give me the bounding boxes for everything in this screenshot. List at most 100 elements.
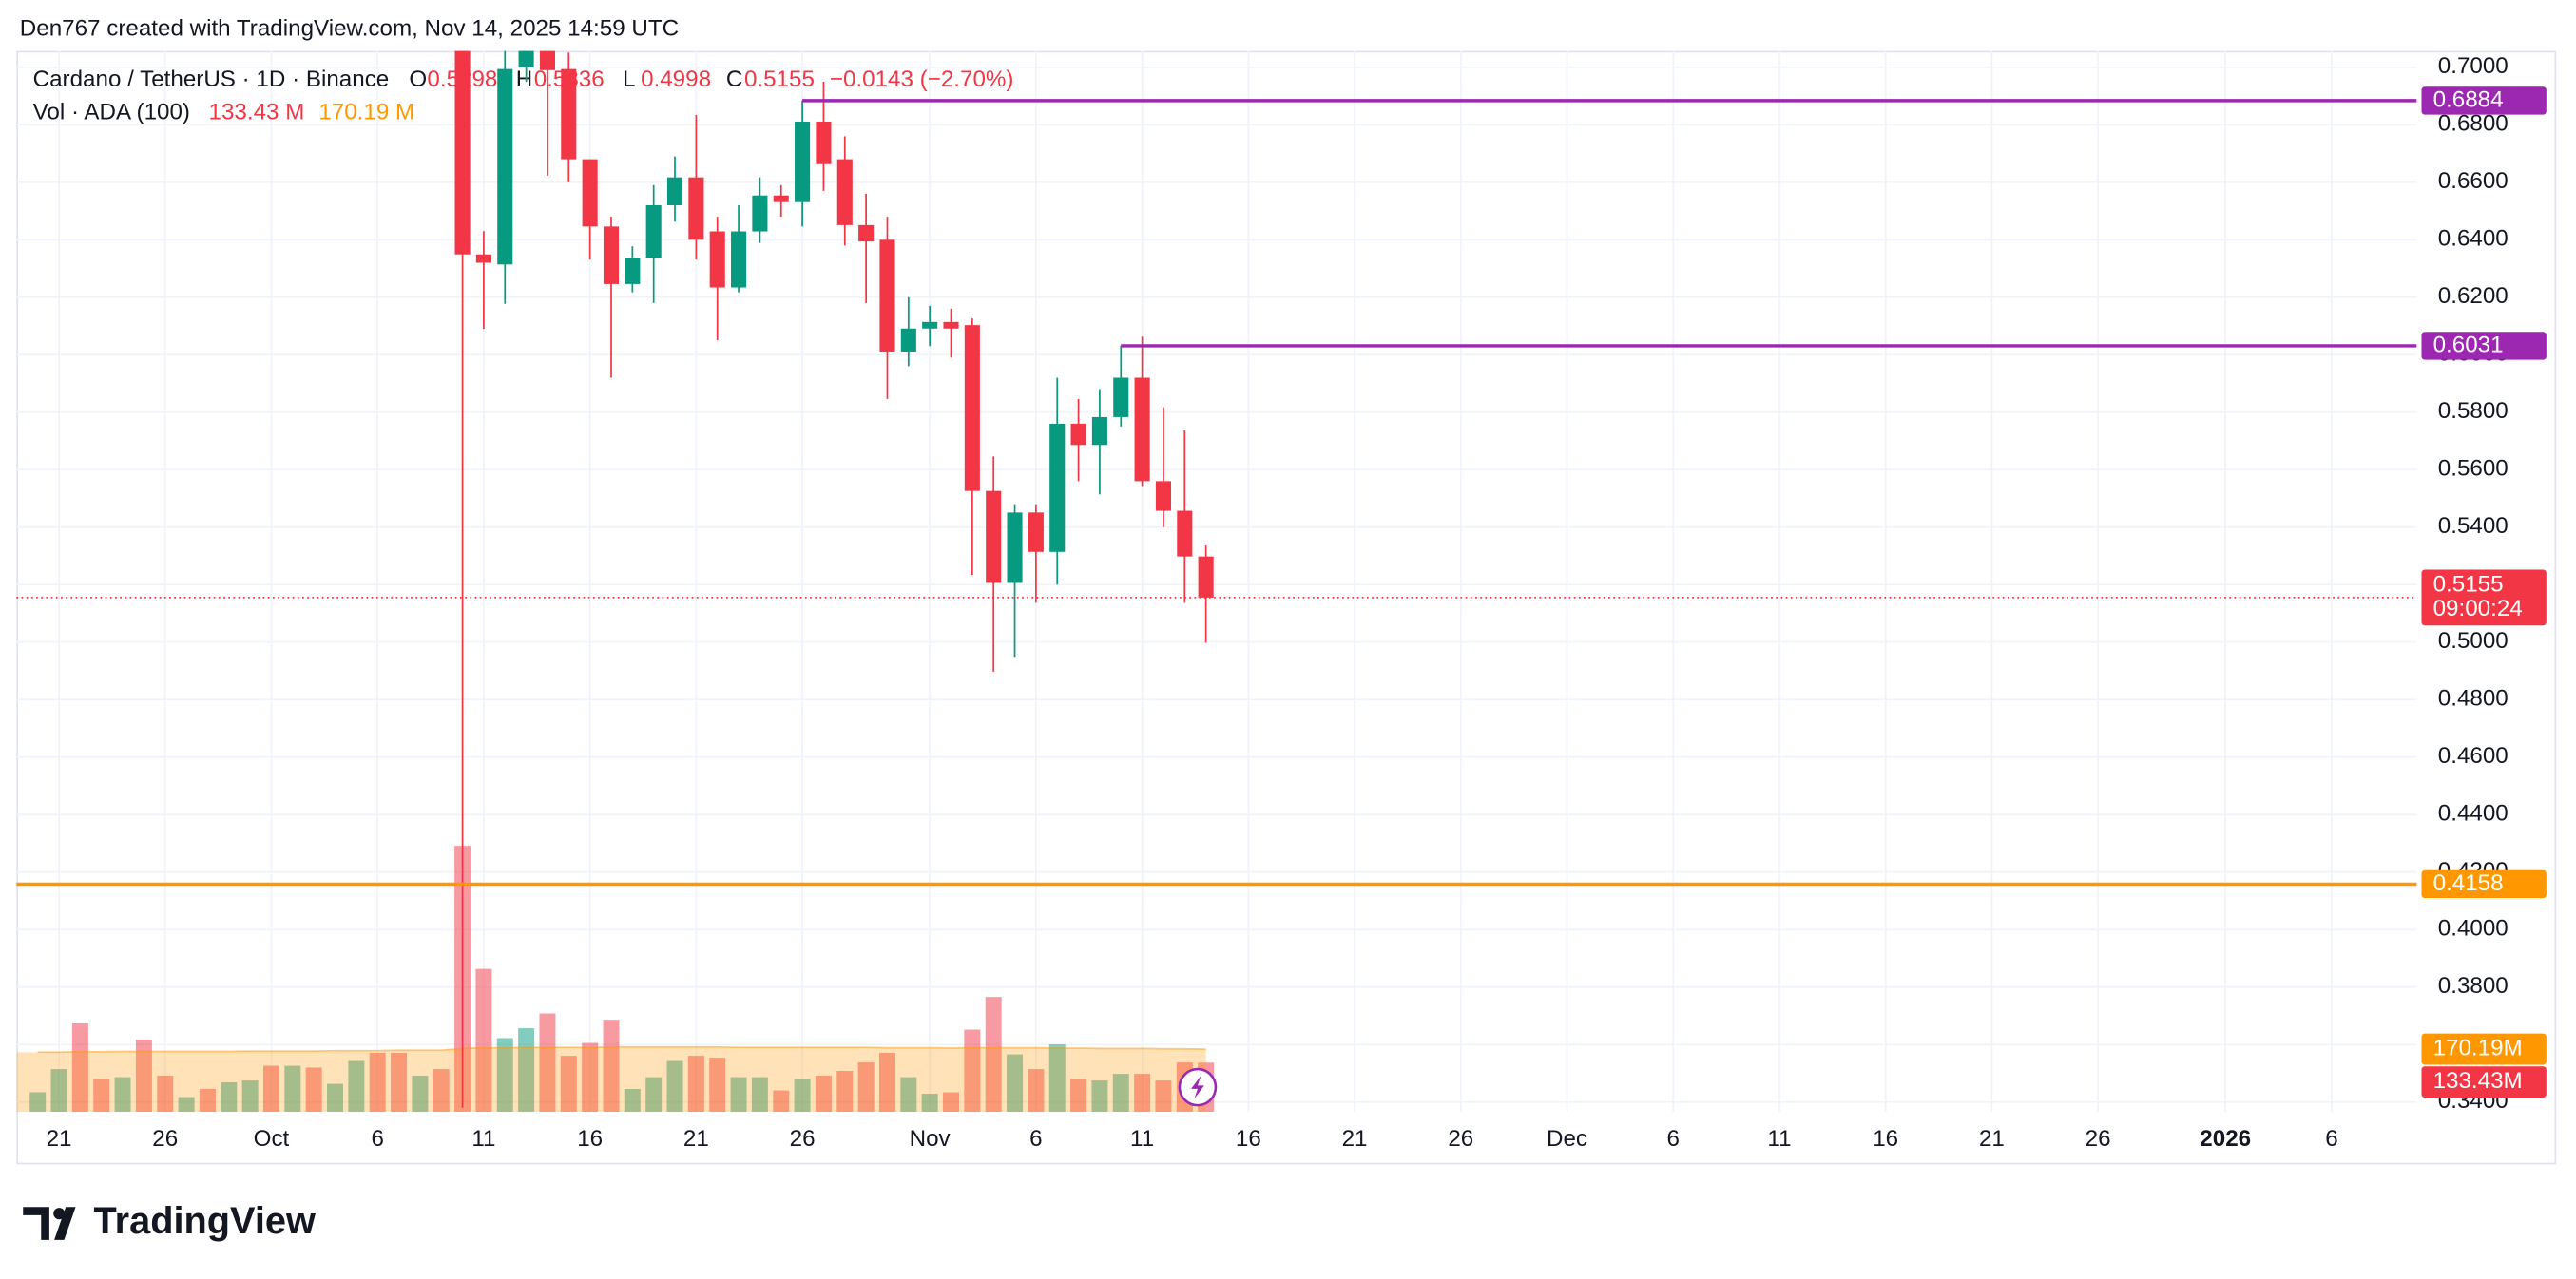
volume-bar <box>815 1076 832 1113</box>
candle-body <box>518 50 534 67</box>
candle-body <box>1155 481 1172 511</box>
volume-bar <box>560 1056 577 1113</box>
candle-body <box>922 321 938 329</box>
candle-body <box>1028 512 1044 552</box>
volume-bar <box>114 1077 131 1113</box>
candle-body <box>943 321 959 329</box>
x-tick-label: 2026 <box>2200 1126 2251 1152</box>
candle-body <box>645 205 662 258</box>
replay-icon[interactable] <box>1178 1067 1218 1107</box>
volume-bar <box>900 1077 917 1113</box>
candle-body <box>1113 377 1129 417</box>
candle-body <box>900 328 916 352</box>
volume-badge: 133.43M <box>2433 1068 2523 1094</box>
y-tick-label: 0.4400 <box>2438 801 2509 827</box>
candle-body <box>1091 416 1107 446</box>
candle-body <box>731 231 747 288</box>
candle-body <box>858 224 875 242</box>
x-tick-label: 16 <box>1873 1126 1898 1152</box>
y-tick-label: 0.6800 <box>2438 111 2509 137</box>
volume-ma-fill <box>16 1046 1206 1113</box>
volume-bar <box>391 1053 408 1113</box>
y-tick-label: 0.6600 <box>2438 168 2509 194</box>
volume-bar <box>1155 1080 1172 1113</box>
y-tick-label: 0.5400 <box>2438 513 2509 539</box>
candle-body <box>986 490 1002 583</box>
volume-bar <box>836 1070 854 1113</box>
volume-bar <box>305 1067 322 1113</box>
candle-body <box>1007 512 1023 583</box>
chart-frame <box>16 50 2557 1165</box>
candle-body <box>582 159 598 227</box>
volume-last: 133.43 M <box>209 100 305 125</box>
legend-key: O <box>409 67 427 92</box>
candle-body <box>475 254 491 263</box>
last-price-badge-bg <box>2421 569 2547 626</box>
volume-bar <box>71 1022 88 1113</box>
volume-bar <box>1070 1079 1087 1113</box>
volume-bar <box>730 1077 747 1113</box>
candle-body <box>1134 377 1150 482</box>
volume-bar <box>794 1079 811 1113</box>
x-tick-label: 11 <box>471 1126 495 1152</box>
grid <box>16 50 2417 1113</box>
line-price-badge-bg <box>2421 869 2547 899</box>
volume-bar <box>29 1092 47 1113</box>
volume-bar <box>433 1069 450 1113</box>
last-price-badge: 09:00:24 <box>2433 596 2523 621</box>
last-price-badge: 0.5155 <box>2433 571 2504 597</box>
y-tick-label: 0.5000 <box>2438 628 2509 654</box>
y-tick-label: 0.3800 <box>2438 973 2509 999</box>
line-price-badge: 0.6884 <box>2433 86 2504 112</box>
volume-bar <box>539 1013 556 1113</box>
candle-body <box>561 68 577 160</box>
x-tick-label: 11 <box>1130 1126 1154 1152</box>
volume-bar <box>157 1076 174 1113</box>
volume-bar <box>199 1088 216 1113</box>
candle-body <box>1070 423 1086 446</box>
volume-bar <box>878 1053 895 1113</box>
y-tick-label: 0.4000 <box>2438 916 2509 942</box>
line-price-badge: 0.6031 <box>2433 332 2504 357</box>
overlay: 0.70000.68000.66000.64000.62000.60000.58… <box>16 53 2547 1152</box>
x-tick-label: 21 <box>1979 1126 2005 1152</box>
volume-bar <box>985 997 1002 1113</box>
volume-bar <box>603 1020 620 1113</box>
header: Den767 created with TradingView.com, Nov… <box>20 15 679 41</box>
line-price-badge-bg <box>2421 86 2547 115</box>
legend-value: 0.5155 <box>744 67 815 92</box>
x-tick-label: 21 <box>683 1126 709 1152</box>
volume-bar <box>709 1058 726 1113</box>
candle-body <box>1198 556 1214 598</box>
logo: TradingView <box>23 1200 316 1242</box>
volume-bar <box>751 1077 768 1113</box>
candle-body <box>816 121 832 164</box>
volume-bar <box>1048 1044 1066 1113</box>
volume-ma-last: 170.19 M <box>318 100 414 125</box>
volume-bar <box>857 1062 875 1113</box>
volume-bar <box>496 1038 513 1113</box>
volume-bar <box>1112 1074 1129 1113</box>
legend-key: H <box>516 67 532 92</box>
volume-bar <box>412 1076 429 1113</box>
candle-body <box>752 195 768 232</box>
x-tick-label: 6 <box>2325 1126 2337 1152</box>
volume-bar <box>135 1040 152 1113</box>
candle-body <box>666 177 683 206</box>
volume-bar <box>518 1028 535 1113</box>
x-tick-label: 6 <box>371 1126 383 1152</box>
volume-bar <box>666 1060 683 1113</box>
volume-ma-line <box>37 1045 1206 1054</box>
candle-body <box>454 50 471 255</box>
volume-bar <box>943 1092 959 1113</box>
y-tick-label: 0.5600 <box>2438 456 2509 482</box>
x-tick-label: 16 <box>1236 1126 1261 1152</box>
volume-bar <box>93 1079 110 1113</box>
volume-bar <box>1028 1069 1045 1113</box>
x-tick-label: 11 <box>1767 1126 1791 1152</box>
volume-bar <box>773 1090 790 1113</box>
volume-bar <box>284 1065 301 1113</box>
volume-bar <box>964 1029 981 1113</box>
